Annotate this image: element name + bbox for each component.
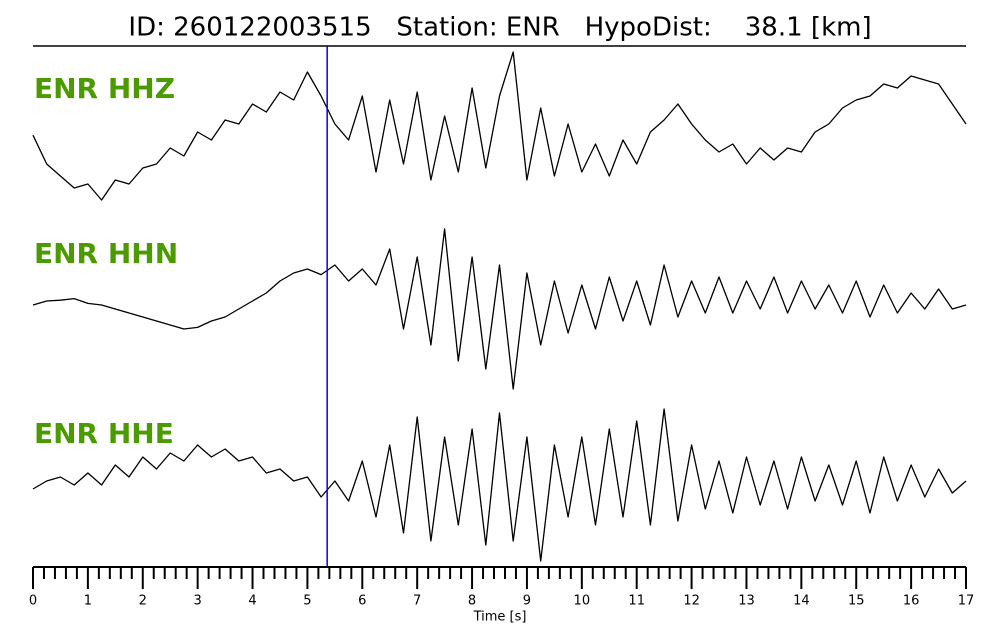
x-tick-label: 6	[358, 594, 366, 609]
x-tick-label: 10	[574, 594, 591, 609]
x-tick-label: 16	[903, 594, 920, 609]
chart-title: ID: 260122003515 Station: ENR HypoDist: …	[128, 13, 871, 43]
x-tick-label: 5	[303, 594, 311, 609]
x-tick-label: 9	[523, 594, 531, 609]
trace-label: ENR HHZ	[34, 72, 175, 105]
x-tick-label: 12	[683, 594, 700, 609]
x-tick-label: 7	[413, 594, 421, 609]
trace-label: ENR HHE	[34, 417, 174, 450]
x-tick-label: 14	[793, 594, 810, 609]
x-tick-label: 8	[468, 594, 476, 609]
x-tick-label: 13	[738, 594, 755, 609]
waveform-trace	[32, 51, 967, 201]
x-tick-label: 4	[248, 594, 256, 609]
x-tick-label: 17	[958, 594, 975, 609]
x-axis-label: Time [s]	[473, 610, 527, 625]
waveform-trace	[32, 408, 967, 562]
x-tick-label: 2	[139, 594, 147, 609]
x-tick-label: 0	[29, 594, 37, 609]
x-tick-label: 1	[84, 594, 92, 609]
waveform-trace	[32, 228, 967, 390]
x-tick-label: 15	[848, 594, 865, 609]
trace-label: ENR HHN	[34, 237, 178, 270]
x-tick-label: 3	[194, 594, 202, 609]
x-tick-label: 11	[628, 594, 645, 609]
